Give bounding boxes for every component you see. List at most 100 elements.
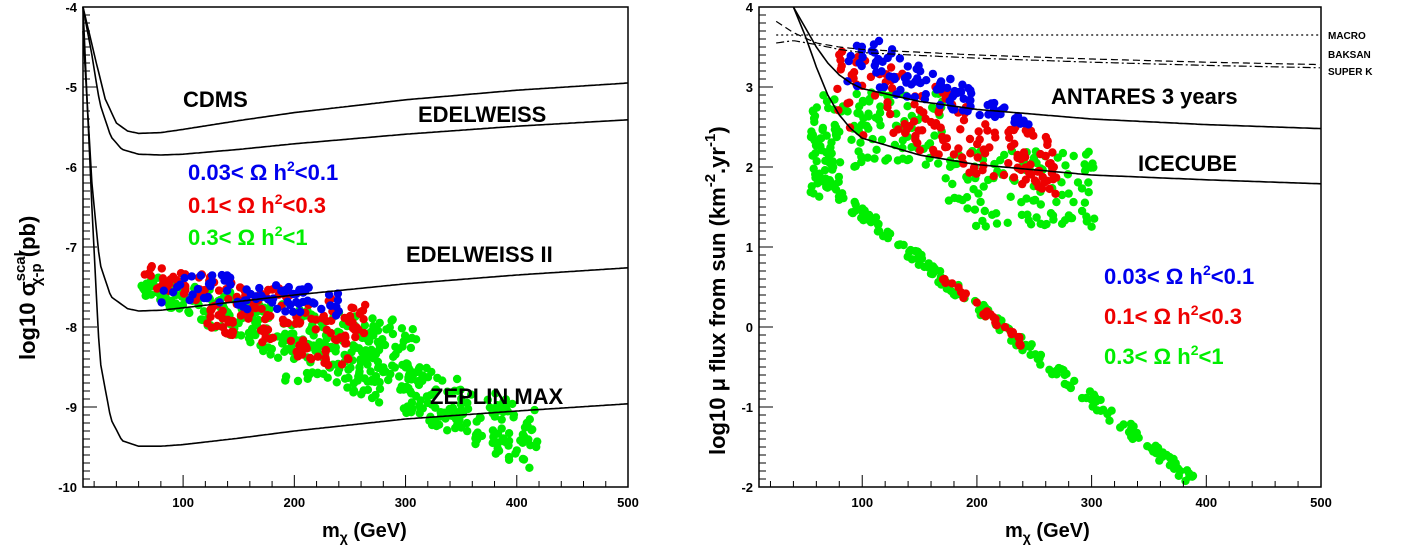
legend-pre: 0.03< Ω h (1104, 264, 1203, 289)
point-0-1-h-2-0-3 (260, 324, 268, 332)
point-0-1-h-2-0-3 (991, 133, 999, 141)
y-tick-label: 4 (746, 0, 754, 15)
point-0-03-h-2-0-1 (886, 72, 894, 80)
point-0-1-h-2-0-3 (1017, 166, 1025, 174)
point-0-1-h-2-0-3 (972, 170, 980, 178)
legend-post: <0.1 (1211, 264, 1254, 289)
point-0-3-h-2-1 (523, 419, 531, 427)
x-tick-label: 300 (395, 495, 417, 510)
point-0-3-h-2-1 (1028, 340, 1036, 348)
point-0-03-h-2-0-1 (901, 74, 909, 82)
point-0-3-h-2-1 (1143, 442, 1151, 450)
point-0-03-h-2-0-1 (896, 54, 904, 62)
point-0-03-h-2-0-1 (984, 101, 992, 109)
point-0-3-h-2-1 (1167, 455, 1175, 463)
point-0-1-h-2-0-3 (929, 146, 937, 154)
point-0-03-h-2-0-1 (281, 286, 289, 294)
legend-pre: 0.3< Ω h (1104, 344, 1191, 369)
point-0-1-h-2-0-3 (158, 264, 166, 272)
point-0-3-h-2-1 (934, 159, 942, 167)
point-0-3-h-2-1 (1085, 148, 1093, 156)
point-0-3-h-2-1 (1132, 431, 1140, 439)
point-0-3-h-2-1 (184, 307, 192, 315)
point-0-03-h-2-0-1 (289, 290, 297, 298)
point-0-3-h-2-1 (829, 157, 837, 165)
y-tick-label: -6 (65, 160, 77, 175)
point-0-1-h-2-0-3 (228, 327, 236, 335)
point-0-3-h-2-1 (822, 148, 830, 156)
point-0-3-h-2-1 (872, 114, 880, 122)
point-0-1-h-2-0-3 (913, 139, 921, 147)
point-0-03-h-2-0-1 (922, 90, 930, 98)
ylab-rest: ) (705, 126, 730, 133)
point-0-1-h-2-0-3 (939, 275, 947, 283)
point-0-1-h-2-0-3 (1015, 340, 1023, 348)
point-0-3-h-2-1 (428, 421, 436, 429)
point-0-3-h-2-1 (1049, 215, 1057, 223)
y-tick-label: -7 (65, 240, 77, 255)
point-0-03-h-2-0-1 (197, 271, 205, 279)
point-0-3-h-2-1 (1082, 212, 1090, 220)
point-0-3-h-2-1 (395, 372, 403, 380)
point-0-3-h-2-1 (294, 377, 302, 385)
point-0-3-h-2-1 (852, 200, 860, 208)
y-tick-label: -5 (65, 80, 77, 95)
point-0-03-h-2-0-1 (326, 301, 334, 309)
point-0-3-h-2-1 (368, 349, 376, 357)
point-0-1-h-2-0-3 (989, 313, 997, 321)
point-0-1-h-2-0-3 (312, 325, 320, 333)
legend-pre: 0.1< Ω h (1104, 304, 1191, 329)
point-0-1-h-2-0-3 (966, 135, 974, 143)
left-legend-red: 0.1< Ω h2<0.3 (188, 191, 326, 218)
left-legend-blue: 0.03< Ω h2<0.1 (188, 158, 338, 185)
point-0-1-h-2-0-3 (939, 136, 947, 144)
point-0-3-h-2-1 (408, 398, 416, 406)
xlab-sub: χ (1023, 529, 1031, 545)
point-0-3-h-2-1 (988, 211, 996, 219)
edelweiss-label: EDELWEISS (418, 102, 546, 127)
legend-post: <0.1 (295, 160, 338, 185)
point-0-1-h-2-0-3 (159, 274, 167, 282)
point-0-3-h-2-1 (527, 426, 535, 434)
point-0-1-h-2-0-3 (975, 127, 983, 135)
point-0-3-h-2-1 (379, 363, 387, 371)
point-0-1-h-2-0-3 (981, 149, 989, 157)
point-0-3-h-2-1 (526, 441, 534, 449)
point-0-03-h-2-0-1 (922, 76, 930, 84)
zeplin-max-label: ZEPLIN MAX (430, 384, 564, 409)
y-tick-label: -9 (65, 400, 77, 415)
point-0-3-h-2-1 (389, 353, 397, 361)
point-0-3-h-2-1 (836, 158, 844, 166)
point-0-3-h-2-1 (976, 198, 984, 206)
point-0-3-h-2-1 (341, 375, 349, 383)
point-0-03-h-2-0-1 (1011, 114, 1019, 122)
point-0-3-h-2-1 (822, 183, 830, 191)
point-0-3-h-2-1 (1059, 149, 1067, 157)
point-0-03-h-2-0-1 (872, 68, 880, 76)
right-legend-blue: 0.03< Ω h2<0.1 (1104, 262, 1254, 289)
point-0-3-h-2-1 (368, 376, 376, 384)
point-0-3-h-2-1 (398, 342, 406, 350)
point-0-3-h-2-1 (978, 217, 986, 225)
point-0-3-h-2-1 (1070, 377, 1078, 385)
point-0-03-h-2-0-1 (186, 296, 194, 304)
point-0-1-h-2-0-3 (346, 314, 354, 322)
point-0-1-h-2-0-3 (1022, 176, 1030, 184)
point-0-3-h-2-1 (1061, 161, 1069, 169)
point-0-1-h-2-0-3 (1038, 184, 1046, 192)
y-tick-label: 2 (746, 160, 753, 175)
point-0-3-h-2-1 (905, 155, 913, 163)
point-0-1-h-2-0-3 (960, 116, 968, 124)
y-tick-label: 0 (746, 320, 753, 335)
point-0-3-h-2-1 (501, 438, 509, 446)
point-0-1-h-2-0-3 (1045, 185, 1053, 193)
point-0-3-h-2-1 (1089, 163, 1097, 171)
point-0-1-h-2-0-3 (203, 319, 211, 327)
point-0-3-h-2-1 (915, 257, 923, 265)
point-0-1-h-2-0-3 (1007, 327, 1015, 335)
point-0-1-h-2-0-3 (342, 339, 350, 347)
ylab-sub: χ-p (28, 263, 45, 286)
point-0-1-h-2-0-3 (894, 125, 902, 133)
point-0-3-h-2-1 (368, 394, 376, 402)
